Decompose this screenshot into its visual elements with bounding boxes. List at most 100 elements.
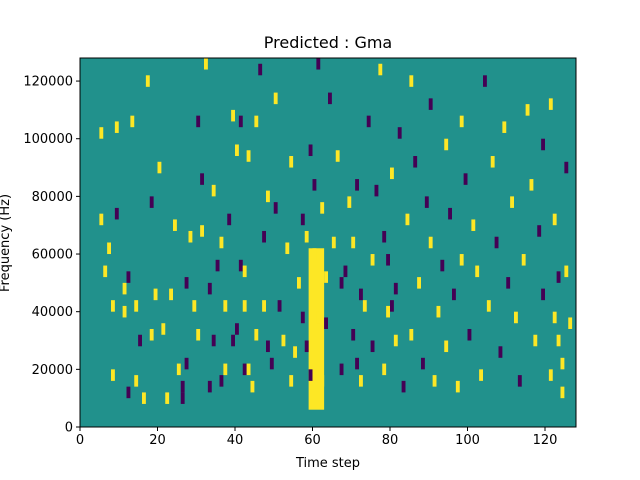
- heatmap-cell: [277, 300, 282, 312]
- heatmap-cell: [552, 311, 557, 324]
- heatmap-cell: [231, 334, 235, 347]
- heatmap-cell: [142, 392, 146, 404]
- heatmap-cell: [413, 156, 418, 168]
- heatmap-cell: [242, 300, 247, 312]
- heatmap-cell: [537, 225, 542, 237]
- heatmap-cell: [331, 236, 336, 249]
- heatmap-cell: [560, 386, 565, 399]
- heatmap-cell: [304, 340, 309, 353]
- heatmap-cell: [510, 196, 514, 208]
- heatmap-cell: [436, 305, 441, 318]
- heatmap-cell: [157, 161, 162, 174]
- heatmap-cell: [455, 380, 460, 393]
- heatmap-cell: [475, 265, 480, 278]
- heatmap-cell: [176, 363, 181, 376]
- x-tick-label: 80: [382, 433, 399, 448]
- heatmap-cell: [184, 357, 189, 370]
- heatmap-cell: [250, 380, 255, 393]
- heatmap-cell: [281, 334, 286, 347]
- heatmap-cell: [103, 265, 108, 278]
- heatmap-cell: [145, 75, 150, 87]
- heatmap-cell: [130, 115, 135, 128]
- heatmap-cell: [386, 305, 390, 318]
- plot-area: [79, 57, 577, 428]
- heatmap-cell: [297, 277, 301, 289]
- heatmap-cell: [204, 58, 208, 70]
- heatmap-cell: [351, 236, 356, 249]
- heatmap-cell: [180, 392, 185, 404]
- heatmap-cell: [359, 375, 363, 387]
- heatmap-cell: [490, 156, 495, 168]
- plot-frame: [79, 57, 577, 428]
- heatmap-cell: [262, 230, 266, 243]
- heatmap-cell: [324, 317, 328, 329]
- heatmap-cell: [483, 75, 487, 87]
- heatmap-cell: [444, 340, 449, 353]
- heatmap-cell: [231, 109, 235, 122]
- heatmap-cell: [498, 346, 503, 358]
- heatmap-cell: [238, 259, 243, 272]
- heatmap-cell: [397, 127, 402, 139]
- heatmap-cell: [289, 156, 294, 168]
- heatmap-cell: [390, 300, 394, 312]
- heatmap-cell: [382, 230, 387, 243]
- heatmap-cell: [211, 184, 216, 197]
- heatmap-cell: [227, 213, 232, 226]
- heatmap-cell: [351, 328, 356, 341]
- heatmap-cell: [548, 369, 553, 381]
- x-tick-label: 60: [304, 433, 321, 448]
- heatmap-cell: [335, 150, 340, 162]
- heatmap-cell: [269, 357, 274, 370]
- heatmap-cell: [266, 190, 270, 203]
- heatmap-cell: [405, 213, 410, 226]
- heatmap-cell: [564, 161, 569, 174]
- heatmap-cell: [149, 328, 154, 341]
- heatmap-cell: [560, 357, 565, 370]
- heatmap-cell: [289, 375, 294, 387]
- heatmap-cell: [428, 236, 433, 249]
- heatmap-cell: [165, 392, 170, 404]
- heatmap-cell: [223, 363, 228, 376]
- heatmap-cell: [409, 75, 414, 87]
- heatmap-cell: [254, 115, 259, 128]
- heatmap-cell: [370, 340, 375, 353]
- heatmap-cell: [552, 213, 557, 226]
- heatmap-cell: [463, 173, 468, 185]
- heatmap-cell: [126, 386, 131, 399]
- heatmap-cell: [258, 63, 263, 76]
- heatmap-cell: [149, 196, 154, 208]
- heatmap-cell: [459, 115, 464, 128]
- heatmap-cell: [432, 375, 437, 387]
- heatmap-cell: [114, 207, 119, 220]
- heatmap-cell: [99, 213, 104, 226]
- heatmap-cell: [235, 323, 239, 335]
- heatmap-cell: [393, 334, 398, 347]
- heatmap-cell: [188, 230, 193, 243]
- heatmap-cell: [486, 300, 491, 312]
- heatmap-cell: [366, 115, 371, 128]
- heatmap-cell: [494, 236, 499, 249]
- heatmap-cell: [180, 380, 185, 393]
- heatmap-cell: [424, 196, 429, 208]
- y-axis: 0 20000 40000 60000 80000 100000 120000: [23, 75, 80, 436]
- x-tick-label: 20: [149, 433, 166, 448]
- heatmap-cell: [223, 300, 228, 312]
- heatmap-cell: [235, 144, 239, 157]
- heatmap-cell: [541, 288, 545, 301]
- heatmap-cell: [355, 179, 359, 191]
- chart-title: Predicted : Gma: [264, 33, 392, 52]
- heatmap-cell: [448, 207, 452, 220]
- heatmap-cell: [564, 265, 569, 278]
- heatmap-cell: [304, 230, 309, 243]
- heatmap-cell: [219, 236, 224, 249]
- heatmap-cell: [339, 277, 344, 289]
- heatmap-cell: [238, 115, 243, 128]
- heatmap-cell: [324, 271, 328, 283]
- heatmap-cell: [99, 127, 104, 139]
- heatmap-cell: [138, 334, 142, 347]
- heatmap-cell: [444, 138, 449, 151]
- heatmap-cell: [111, 300, 115, 312]
- heatmap-cell: [393, 282, 398, 295]
- heatmap-cell: [192, 300, 197, 312]
- heatmap-cell: [300, 311, 305, 324]
